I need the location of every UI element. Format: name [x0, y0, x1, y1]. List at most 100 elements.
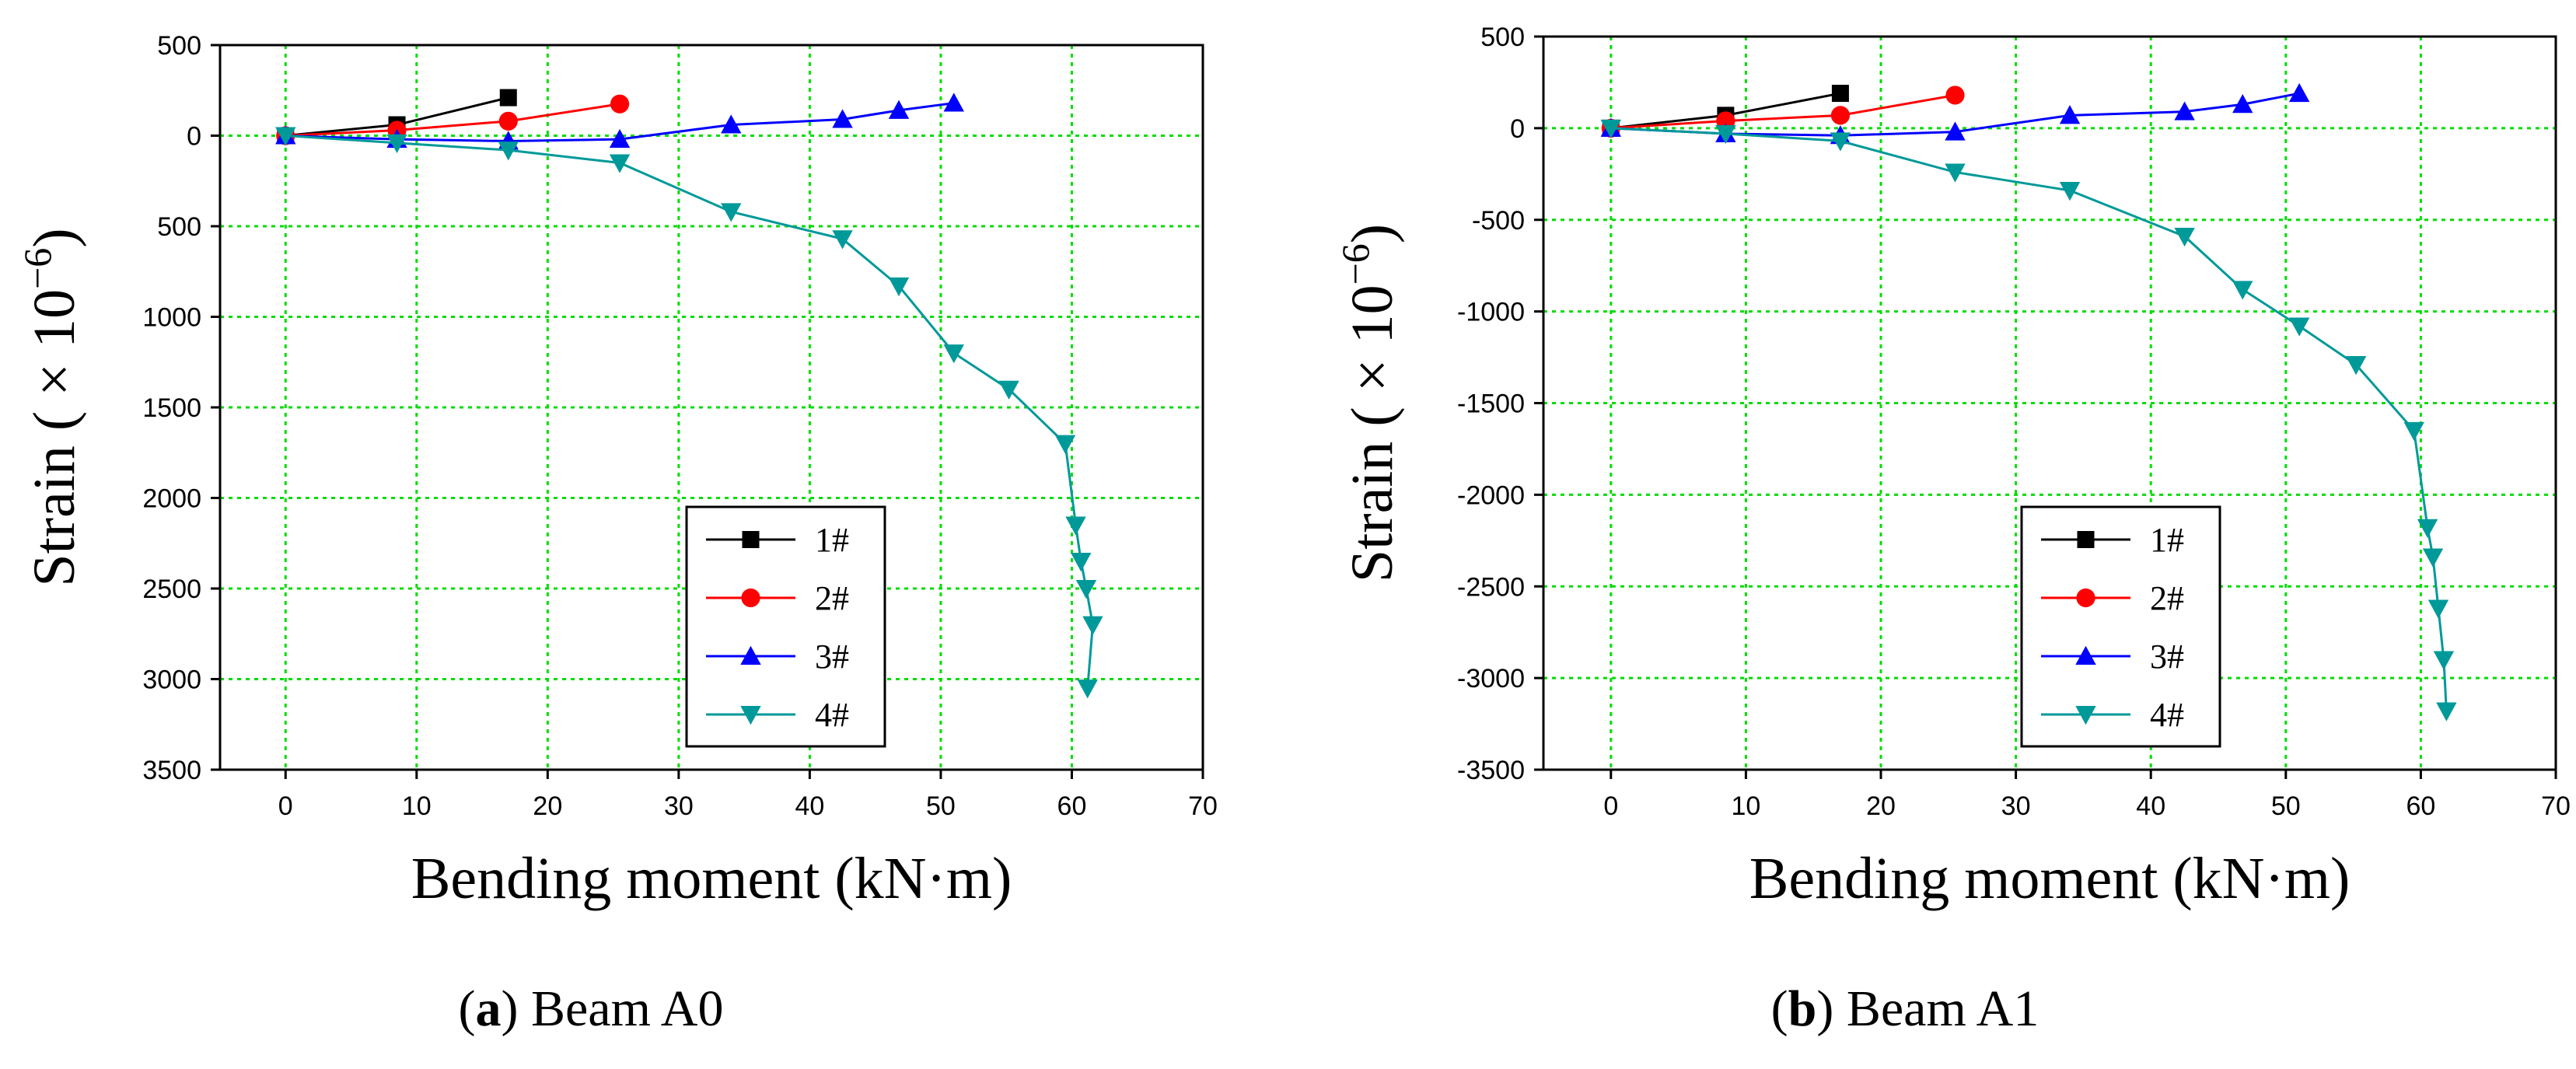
x-tick-label: 60	[1057, 791, 1087, 821]
data-point-2#	[498, 111, 518, 131]
data-point-1#	[1831, 85, 1849, 103]
series-line-3#	[285, 102, 954, 142]
data-point-4#	[1600, 119, 1621, 139]
legend-box	[685, 505, 886, 748]
legend-label-1#: 1#	[815, 521, 849, 559]
y-tick-label: -2500	[1457, 572, 1525, 602]
data-point-3#	[888, 100, 910, 119]
data-point-2#	[1945, 86, 1965, 105]
data-point-4#	[1715, 124, 1736, 145]
x-tick-label: 10	[402, 791, 432, 821]
series-line-2#	[1610, 93, 1956, 130]
data-point-4#	[1065, 516, 1086, 536]
data-point-4#	[609, 154, 631, 173]
data-point-1#	[499, 89, 517, 107]
x-axis-title: Bending moment (kN·m)	[1749, 846, 2351, 911]
y-axis-title-close: )	[22, 228, 87, 247]
data-point-4#	[721, 203, 742, 222]
data-point-4#	[2433, 651, 2455, 670]
caption-letter: a	[475, 980, 502, 1037]
x-tick-label: 0	[278, 791, 293, 821]
data-point-4#	[1945, 163, 1966, 183]
y-tick-label: 500	[157, 31, 201, 61]
legend-label-1#: 1#	[2150, 521, 2184, 559]
data-point-4#	[2232, 281, 2253, 300]
y-tick-label: -2000	[1457, 480, 1525, 510]
data-point-4#	[2403, 421, 2424, 442]
data-point-2#	[1830, 106, 1851, 125]
y-axis-title: Strain ( × 10−6)	[1333, 224, 1405, 582]
x-tick-label: 40	[2136, 791, 2165, 821]
data-point-3#	[943, 93, 964, 112]
data-point-3#	[2288, 82, 2310, 103]
data-point-2#	[610, 94, 630, 114]
legend-label-3#: 3#	[2150, 638, 2184, 676]
x-tick-label: 70	[1188, 791, 1218, 821]
data-point-4#	[1054, 435, 1076, 454]
data-point-3#	[609, 128, 631, 148]
legend-marker-3#	[740, 645, 761, 665]
y-axis-title-unit: ( × 10	[22, 289, 87, 431]
legend-marker-4#	[740, 706, 761, 725]
caption-letter: b	[1788, 980, 1817, 1037]
chart-panel-b: 0 10 20 30 40 50 60 70 500 0 -500 -1000 -1500 -2000 -2…	[1333, 23, 2571, 911]
y-tick-label: 2500	[142, 575, 201, 604]
data-point-3#	[721, 114, 742, 134]
data-point-4#	[1082, 616, 1103, 635]
caption-text: ) Beam A1	[1816, 980, 2039, 1037]
data-point-3#	[2174, 101, 2195, 121]
series-line-2#	[285, 103, 620, 137]
data-point-4#	[2059, 182, 2081, 201]
legend-marker-4#	[2075, 706, 2096, 725]
data-point-3#	[832, 109, 853, 128]
legend-label-2#: 2#	[815, 579, 849, 617]
x-tick-label: 30	[2001, 791, 2031, 821]
x-tick-label: 10	[1731, 791, 1760, 821]
x-tick-label: 30	[664, 791, 694, 821]
legend-label-2#: 2#	[2150, 579, 2184, 617]
data-point-4#	[998, 380, 1019, 400]
data-point-4#	[888, 277, 910, 297]
x-tick-label: 50	[926, 791, 956, 821]
caption-b: (b) Beam A1	[1594, 980, 2216, 1039]
y-axis-title-unit: ( × 10	[1340, 285, 1405, 426]
data-point-3#	[1945, 121, 1966, 141]
y-tick-label: 1500	[142, 393, 201, 423]
y-axis-title-exponent: −6	[16, 248, 59, 289]
legend-marker-1#	[2077, 531, 2095, 548]
data-point-4#	[386, 134, 407, 154]
y-tick-label: 1000	[142, 303, 201, 333]
data-point-4#	[2174, 227, 2195, 247]
data-point-4#	[2427, 599, 2449, 619]
data-point-4#	[1071, 553, 1092, 572]
legend-label-4#: 4#	[815, 696, 849, 734]
legend-marker-2#	[741, 588, 760, 608]
y-tick-label: -3500	[1457, 756, 1525, 785]
data-point-4#	[2417, 519, 2438, 539]
x-tick-label: 0	[1603, 791, 1618, 821]
data-point-4#	[498, 141, 519, 161]
legend-label-3#: 3#	[815, 638, 849, 676]
data-point-4#	[2436, 702, 2457, 721]
caption-text: ) Beam A0	[501, 980, 724, 1037]
y-tick-label: 3000	[142, 666, 201, 695]
chart-panel-a: 0 10 20 30 40 50 60 70 500 0 500 1000 1500 2000 2500 30…	[16, 31, 1218, 911]
legend-marker-3#	[2075, 645, 2096, 665]
y-tick-label: -1500	[1457, 390, 1525, 419]
legend: 1# 2# 3# 4#	[2020, 505, 2221, 748]
x-tick-label: 40	[795, 791, 824, 821]
data-point-4#	[1077, 679, 1098, 699]
caption-a: (a) Beam A0	[280, 980, 902, 1039]
y-tick-label: -500	[1472, 206, 1525, 236]
y-tick-label: -3000	[1457, 664, 1525, 693]
y-tick-label: 0	[1510, 114, 1525, 144]
y-tick-label: 0	[187, 122, 201, 152]
y-tick-label: 2000	[142, 484, 201, 514]
legend-marker-1#	[742, 531, 760, 548]
data-point-4#	[1075, 580, 1097, 599]
y-tick-label: -1000	[1457, 298, 1525, 327]
x-tick-label: 20	[533, 791, 562, 821]
y-tick-label: 500	[1480, 23, 1525, 52]
data-point-3#	[2059, 105, 2081, 124]
